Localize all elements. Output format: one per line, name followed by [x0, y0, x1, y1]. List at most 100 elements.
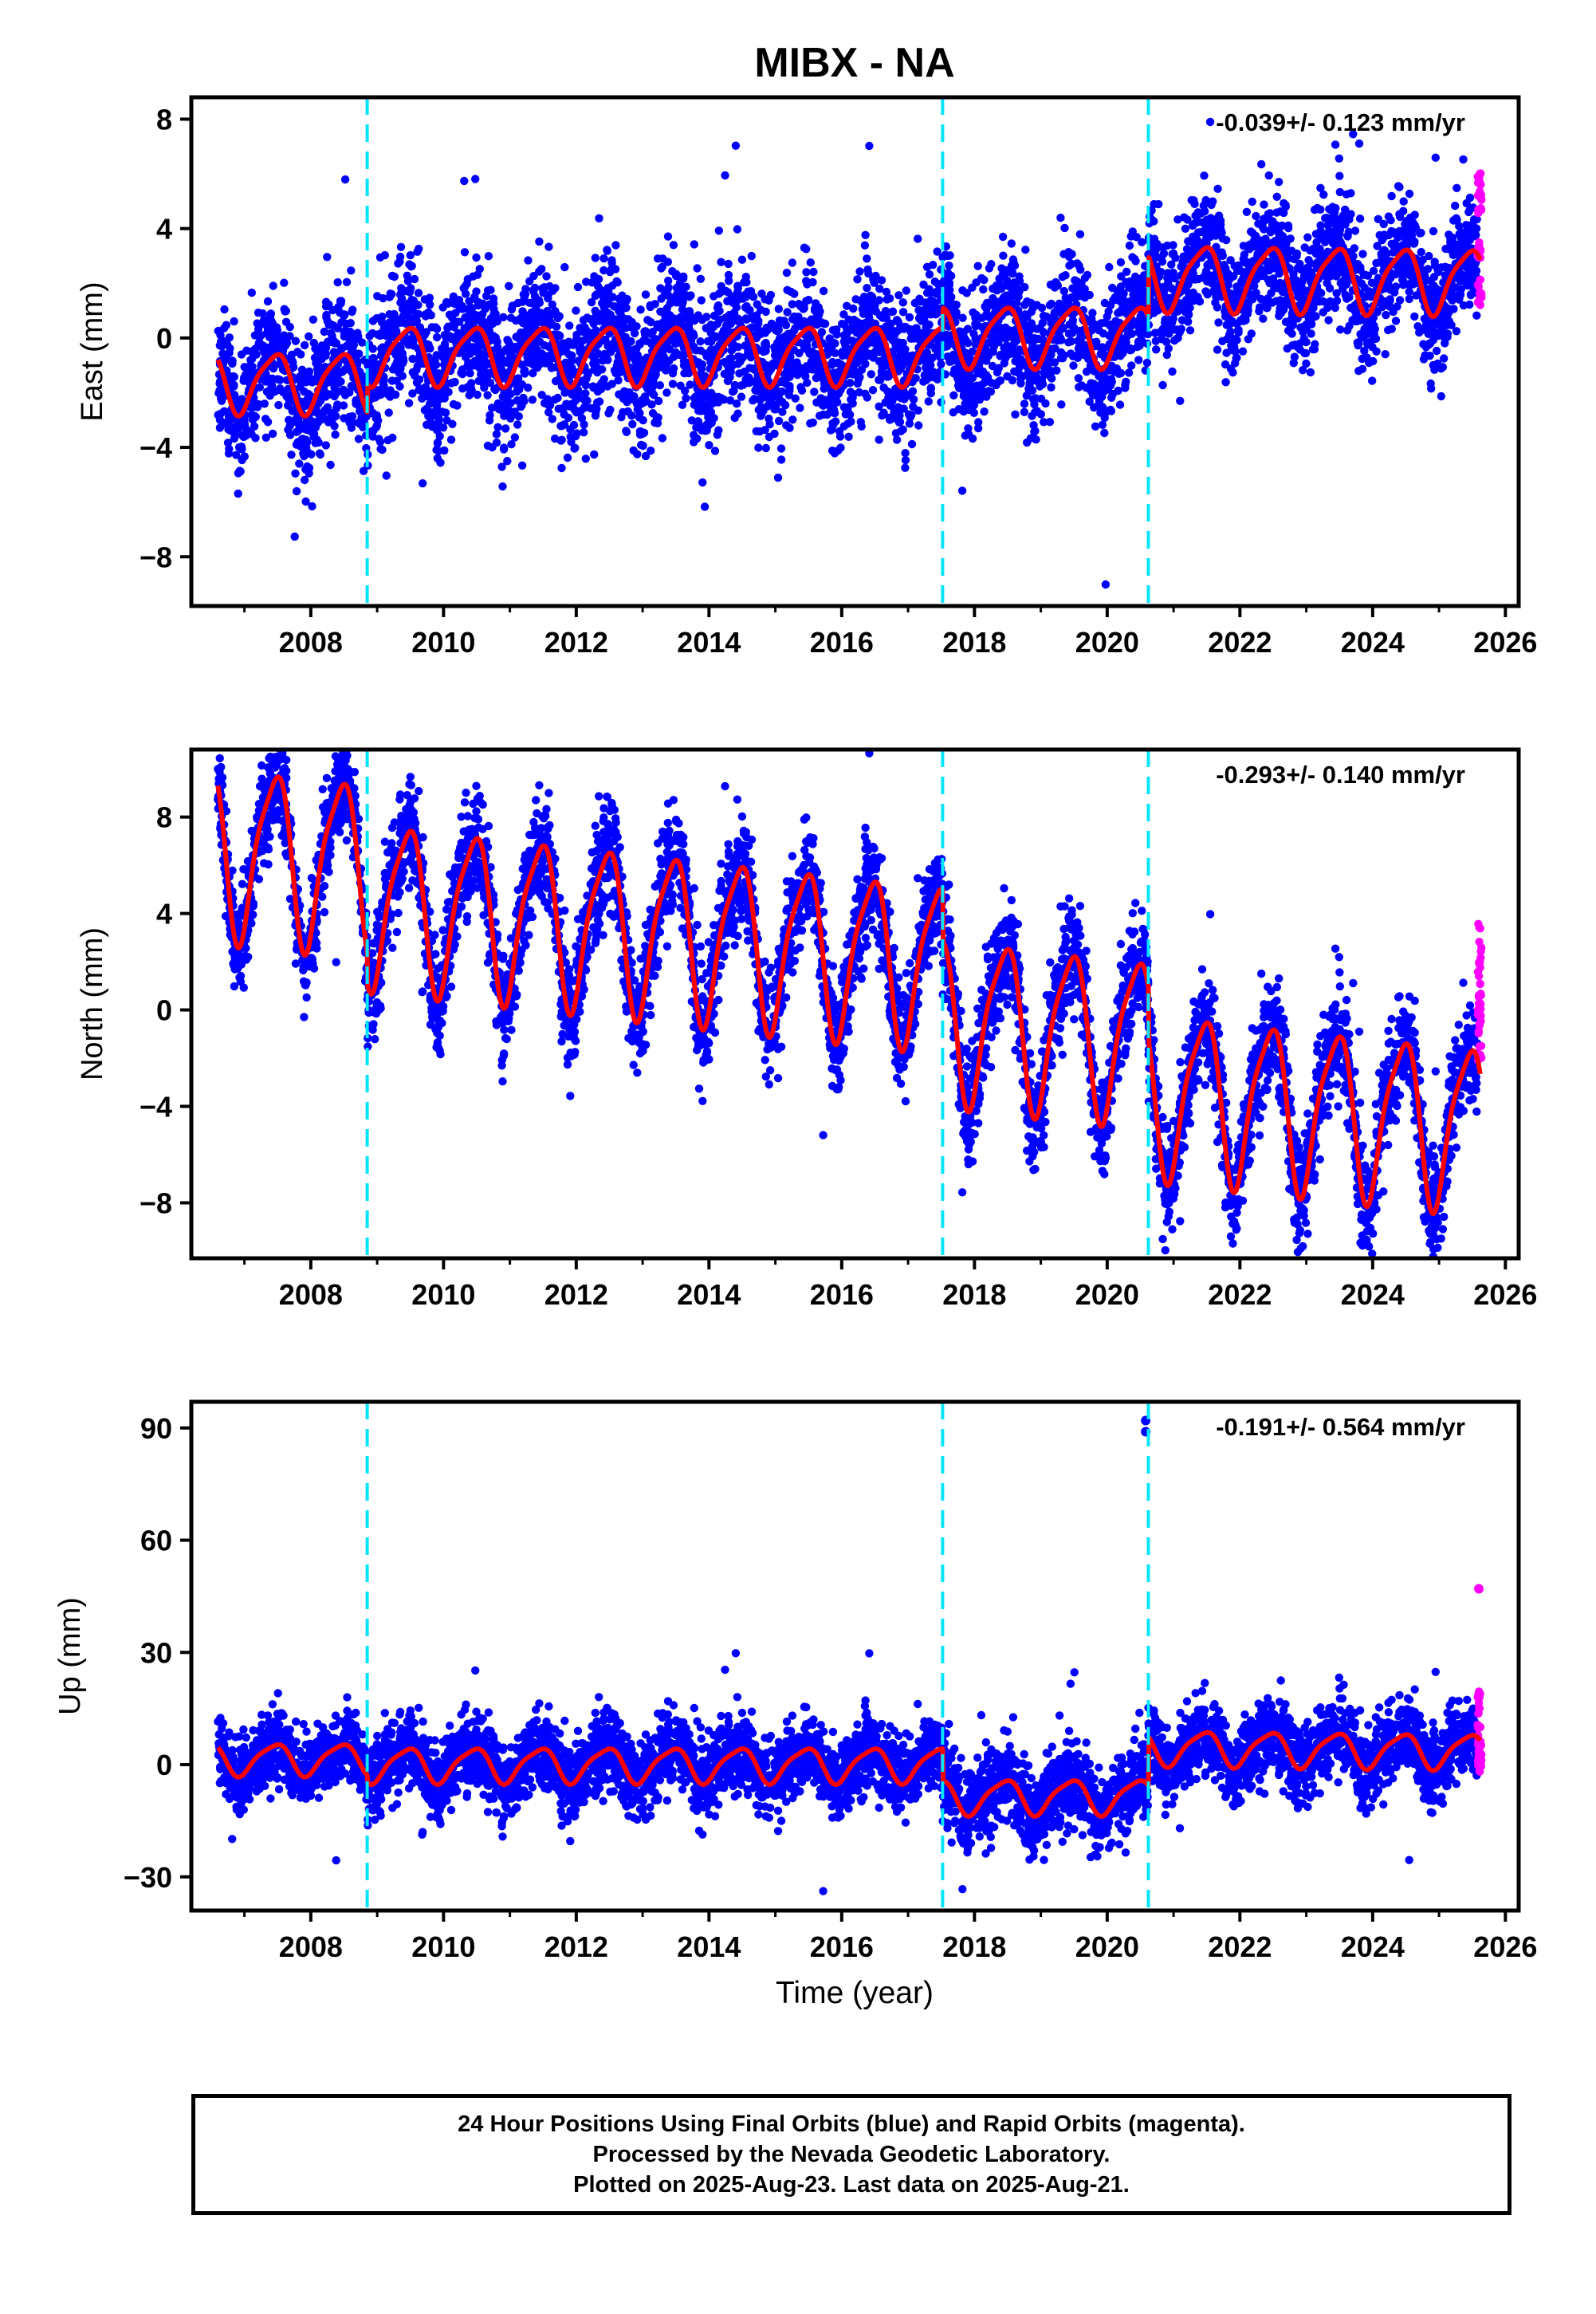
- east-final-point: [1429, 273, 1439, 281]
- east-final-point: [718, 330, 727, 339]
- east-final-point: [528, 312, 537, 321]
- east-final-point: [727, 354, 736, 363]
- east-final-point: [669, 241, 678, 250]
- east-final-point: [860, 321, 869, 330]
- east-final-point: [529, 356, 539, 365]
- east-final-point: [1068, 329, 1077, 337]
- east-final-point: [1099, 403, 1108, 412]
- east-final-point: [407, 335, 415, 344]
- east-final-point: [1129, 290, 1138, 299]
- east-final-point: [354, 435, 364, 443]
- east-final-point: [866, 296, 875, 305]
- east-final-point: [729, 360, 737, 369]
- east-final-point: [710, 311, 719, 321]
- east-final-point: [775, 395, 784, 404]
- east-final-point: [572, 306, 580, 315]
- east-final-point: [737, 381, 745, 390]
- east-final-point: [560, 420, 568, 429]
- east-final-point: [433, 438, 442, 447]
- east-final-point: [1002, 327, 1012, 336]
- east-final-point: [466, 349, 475, 358]
- east-final-point: [1345, 321, 1354, 330]
- east-final-point: [517, 403, 525, 411]
- east-final-point: [747, 251, 756, 261]
- east-final-point: [700, 502, 710, 511]
- east-final-point: [270, 388, 279, 396]
- east-final-point: [582, 277, 591, 286]
- east-final-point: [905, 419, 914, 428]
- east-final-point: [560, 388, 569, 397]
- east-final-point: [1425, 251, 1433, 261]
- east-final-point: [1331, 140, 1340, 149]
- east-final-point: [843, 336, 852, 344]
- east-final-point: [313, 418, 323, 427]
- east-final-point: [949, 350, 957, 360]
- east-final-point: [1056, 348, 1066, 357]
- east-final-point: [783, 285, 792, 294]
- east-final-point: [582, 326, 591, 335]
- east-final-point: [543, 306, 552, 316]
- east-final-point: [523, 353, 532, 362]
- east-final-point: [819, 410, 828, 419]
- east-final-point: [691, 396, 701, 406]
- east-final-point: [855, 267, 864, 276]
- east-final-point: [1417, 247, 1425, 257]
- east-final-point: [220, 305, 229, 314]
- east-final-point: [594, 349, 603, 358]
- east-final-point: [733, 288, 742, 297]
- east-final-point: [1214, 318, 1223, 327]
- east-final-point: [894, 326, 902, 335]
- east-final-point: [388, 328, 397, 336]
- east-final-point: [254, 309, 263, 317]
- east-final-point: [722, 360, 732, 369]
- east-final-point: [354, 418, 363, 427]
- east-final-point: [937, 360, 945, 368]
- east-final-point: [582, 374, 591, 383]
- east-final-point: [303, 395, 312, 404]
- east-final-point: [1176, 396, 1185, 405]
- east-final-point: [560, 262, 569, 272]
- east-final-point: [1106, 301, 1115, 310]
- east-final-point: [810, 388, 819, 396]
- east-final-point: [599, 266, 608, 275]
- east-final-point: [662, 388, 671, 397]
- east-final-point: [487, 403, 497, 412]
- east-final-point: [473, 330, 482, 339]
- east-final-point: [347, 266, 356, 275]
- east-final-point: [997, 285, 1006, 293]
- east-final-point: [999, 251, 1008, 260]
- east-final-point: [1117, 272, 1126, 281]
- east-final-point: [287, 350, 297, 360]
- east-final-point: [225, 333, 234, 342]
- east-final-point: [770, 405, 779, 414]
- east-final-point: [613, 278, 622, 287]
- east-final-point: [1075, 262, 1083, 270]
- east-final-point: [802, 268, 811, 277]
- east-final-point: [228, 356, 237, 365]
- east-final-point: [615, 390, 623, 399]
- east-final-point: [1060, 223, 1069, 233]
- east-final-point: [419, 479, 427, 488]
- east-final-point: [587, 297, 596, 307]
- east-final-point: [641, 290, 651, 299]
- east-final-point: [754, 443, 763, 452]
- east-final-point: [868, 386, 878, 395]
- east-final-point: [973, 423, 983, 433]
- east-final-point: [672, 316, 681, 325]
- east-final-point: [314, 438, 323, 447]
- east-final-point: [693, 434, 702, 443]
- east-final-point: [225, 444, 234, 454]
- east-final-point: [878, 411, 886, 420]
- east-final-point: [724, 270, 733, 280]
- east-final-point: [481, 305, 489, 313]
- east-final-point: [891, 389, 901, 398]
- east-final-point: [280, 305, 289, 313]
- east-final-point: [1122, 332, 1132, 340]
- east-final-point: [591, 306, 599, 315]
- east-final-point: [292, 427, 301, 436]
- east-final-point: [1332, 289, 1341, 297]
- east-final-point: [1126, 283, 1135, 293]
- east-final-point: [1067, 349, 1075, 358]
- east-final-point: [1275, 178, 1283, 187]
- east-final-point: [853, 318, 863, 327]
